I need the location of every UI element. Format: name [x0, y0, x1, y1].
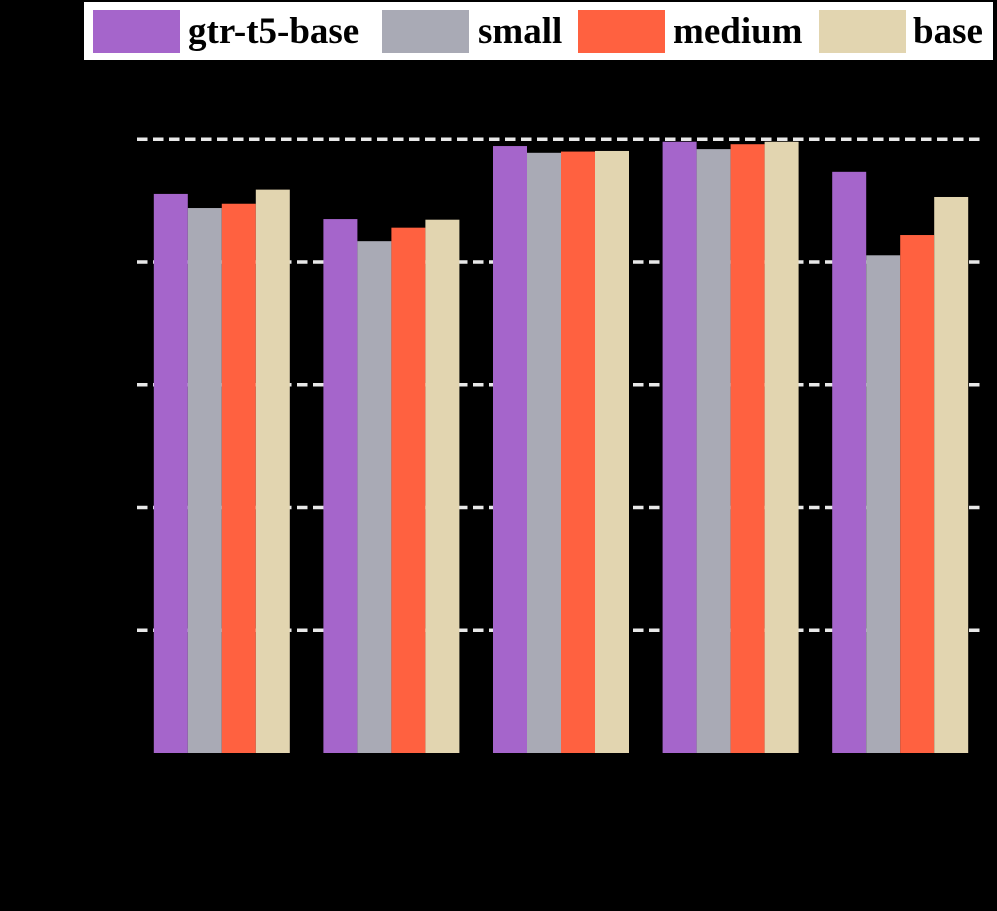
bar-base-group2 — [425, 219, 460, 753]
bar-small-group3 — [527, 152, 561, 754]
bar-medium-group4 — [730, 144, 765, 753]
legend-label-base: base — [913, 10, 983, 52]
bar-base-group1 — [255, 189, 290, 753]
bar-base-group5 — [934, 196, 969, 753]
legend-label-medium: medium — [673, 10, 803, 52]
bar-small-group2 — [357, 241, 392, 753]
bar-medium-group2 — [391, 227, 426, 754]
bar-gtr-t5-base-group5 — [832, 171, 867, 753]
bar-medium-group5 — [900, 235, 935, 753]
legend-swatch-medium-icon — [578, 10, 665, 53]
bar-gtr-t5-base-group4 — [662, 141, 697, 753]
bar-gtr-t5-base-group1 — [153, 193, 188, 753]
legend-label-small: small — [478, 10, 563, 52]
legend: gtr-t5-base small medium base — [84, 2, 993, 60]
bar-base-group3 — [595, 150, 629, 753]
bar-small-group4 — [696, 149, 731, 753]
bar-gtr-t5-base-group3 — [493, 146, 527, 753]
legend-label-gtr-t5-base: gtr-t5-base — [188, 10, 360, 52]
bar-medium-group1 — [221, 203, 256, 753]
legend-swatch-gtr-t5-base-icon — [93, 10, 180, 53]
bar-small-group5 — [866, 255, 901, 753]
legend-swatch-small-icon — [382, 10, 469, 53]
legend-swatch-base-icon — [819, 10, 906, 53]
bar-base-group4 — [764, 141, 799, 753]
bar-gtr-t5-base-group2 — [323, 219, 358, 753]
bar-medium-group3 — [561, 151, 595, 754]
bar-small-group1 — [187, 208, 222, 753]
